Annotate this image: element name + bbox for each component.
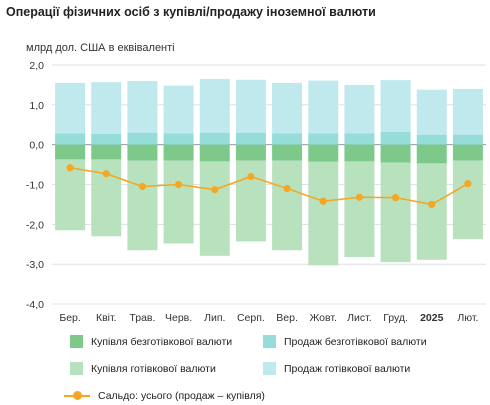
balance-line bbox=[66, 164, 472, 209]
bar-noncash-sale-8 bbox=[344, 133, 375, 145]
x-tick-label: Серп. bbox=[237, 312, 265, 324]
bar-cash-sale-11 bbox=[452, 88, 483, 135]
balance-point-7 bbox=[319, 197, 327, 205]
bar-cash-purchase-9 bbox=[380, 162, 411, 263]
balance-point-11 bbox=[464, 180, 472, 188]
bar-cash-sale-4 bbox=[199, 78, 230, 133]
x-tick-label: Жовт. bbox=[310, 312, 337, 324]
balance-point-6 bbox=[283, 184, 291, 193]
bar-cash-purchase-3 bbox=[163, 160, 194, 244]
bar-noncash-purchase-0 bbox=[55, 144, 86, 160]
balance-line-path bbox=[69, 166, 469, 206]
bar-noncash-purchase-9 bbox=[380, 144, 411, 163]
bar-noncash-purchase-2 bbox=[127, 144, 158, 161]
bar-cash-purchase-10 bbox=[416, 163, 447, 260]
x-tick-label: Трав. bbox=[129, 312, 155, 324]
x-tick-label: Груд. bbox=[383, 312, 408, 324]
bar-noncash-sale-4 bbox=[199, 132, 230, 145]
bar-cash-sale-7 bbox=[308, 80, 339, 134]
balance-point-2 bbox=[138, 182, 147, 191]
bar-cash-purchase-2 bbox=[127, 160, 158, 251]
balance-point-10 bbox=[428, 200, 436, 209]
x-tick-label: Вер. bbox=[276, 312, 298, 324]
bar-noncash-purchase-7 bbox=[308, 144, 339, 162]
bar-noncash-sale-1 bbox=[91, 133, 122, 145]
bar-cash-sale-1 bbox=[91, 82, 122, 134]
x-tick-label: Черв. bbox=[165, 312, 192, 324]
bar-noncash-purchase-4 bbox=[199, 144, 230, 162]
x-tick-label: 2025 bbox=[420, 312, 444, 324]
bar-noncash-purchase-1 bbox=[91, 144, 122, 160]
grid-lines bbox=[52, 64, 486, 305]
bar-cash-sale-3 bbox=[163, 85, 194, 134]
bar-noncash-purchase-11 bbox=[452, 144, 483, 161]
bar-cash-sale-10 bbox=[416, 89, 447, 135]
bar-cash-sale-0 bbox=[55, 82, 86, 134]
balance-point-9 bbox=[391, 194, 400, 202]
chart-title: Операції фізичних осіб з купівлі/продажу… bbox=[6, 5, 376, 19]
bar-noncash-sale-2 bbox=[127, 132, 158, 145]
y-tick-label: -4,0 bbox=[26, 299, 44, 311]
bar-cash-purchase-8 bbox=[344, 161, 375, 257]
x-tick-label: Квіт. bbox=[96, 312, 117, 324]
x-tick-label: Лют. bbox=[457, 312, 478, 324]
bar-noncash-sale-5 bbox=[235, 132, 266, 145]
bar-noncash-purchase-10 bbox=[416, 144, 447, 164]
y-axis-unit-label: млрд дол. США в еквіваленті bbox=[26, 42, 175, 54]
bar-cash-sale-9 bbox=[380, 80, 411, 132]
bars bbox=[55, 78, 483, 266]
bar-noncash-purchase-8 bbox=[344, 144, 375, 162]
bar-noncash-sale-3 bbox=[163, 133, 194, 145]
x-tick-label: Бер. bbox=[59, 312, 81, 324]
bar-noncash-sale-0 bbox=[55, 133, 86, 145]
x-tick-label: Лип. bbox=[204, 312, 225, 324]
bar-noncash-sale-6 bbox=[272, 133, 303, 145]
x-tick-label: Лист. bbox=[347, 312, 372, 324]
bar-noncash-purchase-5 bbox=[235, 144, 266, 161]
bar-cash-sale-8 bbox=[344, 84, 375, 134]
bar-noncash-purchase-6 bbox=[272, 144, 303, 161]
bar-cash-purchase-7 bbox=[308, 161, 339, 266]
bar-noncash-purchase-3 bbox=[163, 144, 194, 161]
balance-point-4 bbox=[211, 186, 219, 194]
balance-point-3 bbox=[174, 180, 183, 189]
bar-noncash-sale-7 bbox=[308, 133, 339, 145]
y-tick-label: 2,0 bbox=[29, 60, 44, 72]
x-tick-labels: Бер. Квіт. Трав. Черв. Лип. Серп. Вер. Жовт. Лис… bbox=[59, 312, 478, 324]
bar-noncash-sale-9 bbox=[380, 131, 411, 145]
balance-point-1 bbox=[102, 170, 110, 178]
y-tick-label: -1,0 bbox=[26, 180, 44, 192]
balance-point-8 bbox=[355, 193, 364, 201]
y-tick-label: 0,0 bbox=[29, 140, 44, 152]
bar-cash-purchase-6 bbox=[272, 160, 303, 251]
bar-cash-purchase-4 bbox=[199, 161, 230, 256]
bar-cash-sale-6 bbox=[272, 82, 303, 134]
balance-point-0 bbox=[66, 164, 74, 172]
y-tick-label: 1,0 bbox=[29, 100, 44, 112]
bar-cash-sale-5 bbox=[235, 79, 266, 133]
y-tick-labels: 2,0 1,0 0,0 -1,0 -2,0 -3,0 -4,0 bbox=[26, 60, 44, 311]
bar-noncash-sale-11 bbox=[452, 134, 483, 145]
balance-point-5 bbox=[247, 172, 255, 181]
bar-noncash-sale-10 bbox=[416, 134, 447, 145]
y-tick-label: -2,0 bbox=[26, 219, 44, 231]
bar-cash-purchase-11 bbox=[452, 160, 483, 240]
bar-cash-purchase-5 bbox=[235, 160, 266, 242]
y-tick-label: -3,0 bbox=[26, 259, 44, 271]
bar-cash-sale-2 bbox=[127, 80, 158, 133]
